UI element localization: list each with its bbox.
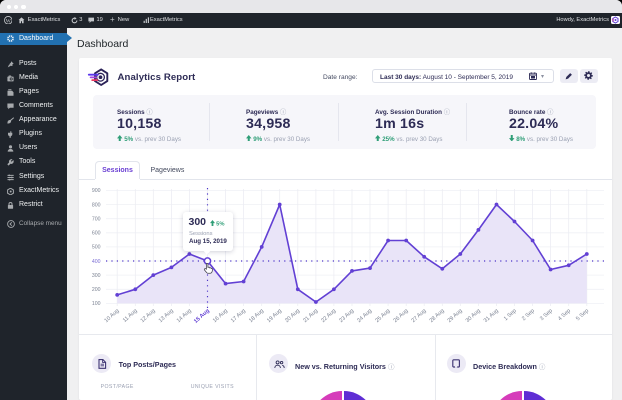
- svg-text:10 Aug: 10 Aug: [104, 308, 121, 324]
- svg-text:28 Aug: 28 Aug: [429, 308, 446, 324]
- svg-text:29 Aug: 29 Aug: [447, 308, 464, 324]
- svg-text:23 Aug: 23 Aug: [338, 308, 355, 324]
- svg-text:14 Aug: 14 Aug: [176, 308, 193, 324]
- svg-text:700: 700: [92, 217, 101, 223]
- svg-text:300: 300: [92, 273, 101, 279]
- svg-text:11 Aug: 11 Aug: [122, 308, 139, 324]
- svg-text:24 Aug: 24 Aug: [356, 308, 373, 324]
- svg-text:5 Sep: 5 Sep: [575, 308, 590, 322]
- svg-text:21 Aug: 21 Aug: [302, 308, 319, 324]
- svg-text:17 Aug: 17 Aug: [230, 308, 247, 324]
- svg-text:19 Aug: 19 Aug: [266, 308, 283, 324]
- svg-text:26 Aug: 26 Aug: [393, 308, 410, 324]
- svg-text:18 Aug: 18 Aug: [248, 308, 265, 324]
- svg-text:400: 400: [92, 259, 101, 265]
- svg-text:100: 100: [92, 301, 101, 307]
- svg-text:31 Aug: 31 Aug: [483, 308, 500, 324]
- svg-text:30 Aug: 30 Aug: [465, 308, 482, 324]
- svg-text:200: 200: [92, 287, 101, 293]
- svg-text:W: W: [5, 18, 11, 24]
- svg-text:16 Aug: 16 Aug: [212, 308, 229, 324]
- svg-text:25 Aug: 25 Aug: [374, 308, 391, 324]
- svg-text:2 Sep: 2 Sep: [521, 308, 536, 322]
- svg-text:27 Aug: 27 Aug: [411, 308, 428, 324]
- svg-text:900: 900: [92, 188, 101, 194]
- svg-text:22 Aug: 22 Aug: [320, 308, 337, 324]
- svg-text:12 Aug: 12 Aug: [140, 308, 157, 324]
- svg-text:20 Aug: 20 Aug: [284, 308, 301, 324]
- svg-text:500: 500: [92, 245, 101, 251]
- svg-text:800: 800: [92, 202, 101, 208]
- svg-text:3 Sep: 3 Sep: [539, 308, 554, 322]
- svg-text:13 Aug: 13 Aug: [158, 308, 175, 324]
- svg-text:4 Sep: 4 Sep: [557, 308, 572, 322]
- svg-text:1 Sep: 1 Sep: [503, 308, 518, 322]
- svg-text:600: 600: [92, 231, 101, 237]
- svg-text:15 Aug: 15 Aug: [193, 308, 211, 325]
